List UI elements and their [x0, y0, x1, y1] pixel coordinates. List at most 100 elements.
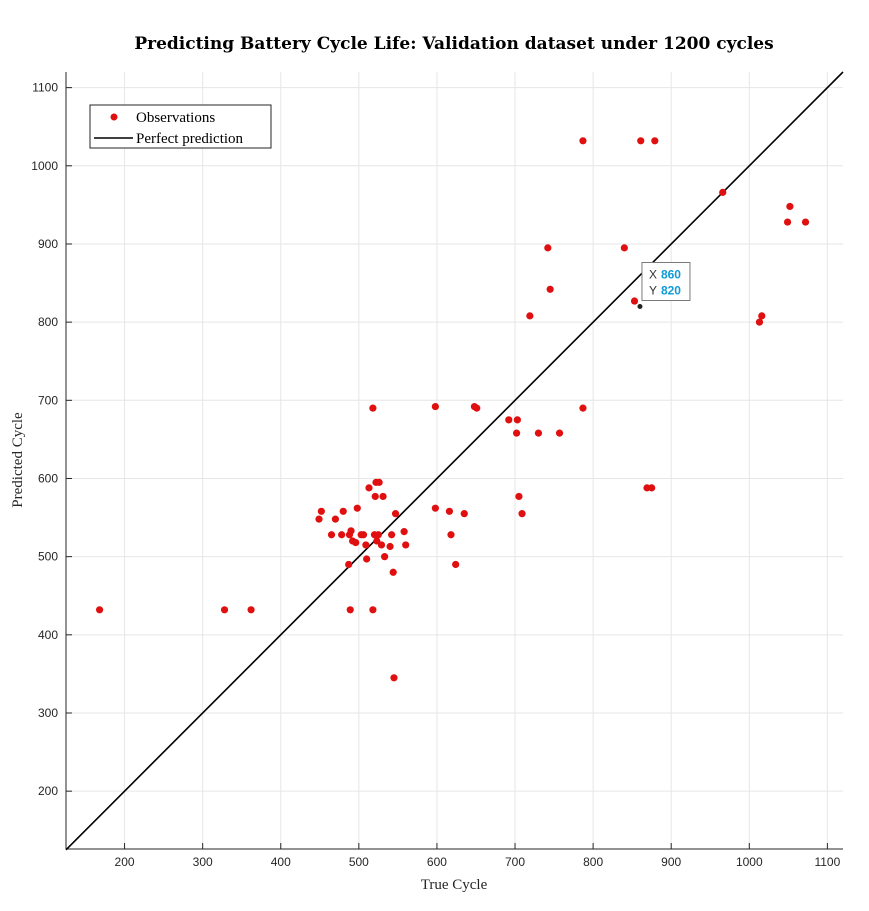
observation-point[interactable]: [460, 510, 468, 518]
observation-point[interactable]: [346, 606, 354, 614]
x-axis-label: True Cycle: [421, 877, 488, 893]
grid: [66, 72, 843, 849]
x-tick-label: 400: [271, 855, 291, 869]
observation-point[interactable]: [513, 416, 521, 424]
y-ticks: 200 300 400 500 600 700 800 900 1000 1100: [31, 81, 72, 798]
x-tick-label: 200: [115, 855, 135, 869]
y-tick-label: 500: [38, 550, 58, 564]
observation-point[interactable]: [369, 404, 377, 412]
observation-point[interactable]: [247, 606, 255, 614]
observation-point[interactable]: [402, 541, 410, 549]
observation-point[interactable]: [381, 553, 389, 561]
observation-point[interactable]: [518, 510, 526, 518]
observation-point[interactable]: [431, 504, 439, 512]
observation-point[interactable]: [375, 478, 383, 486]
observation-point[interactable]: [345, 560, 353, 569]
observation-point[interactable]: [579, 137, 587, 145]
observation-point[interactable]: [220, 606, 229, 614]
observation-point[interactable]: [637, 137, 645, 145]
x-tick-label: 700: [505, 855, 525, 869]
observation-point[interactable]: [786, 202, 794, 211]
observation-point[interactable]: [534, 429, 543, 437]
observation-point[interactable]: [473, 404, 481, 412]
observation-point[interactable]: [579, 404, 587, 412]
observation-point[interactable]: [755, 318, 764, 326]
observation-point[interactable]: [386, 542, 394, 551]
perfect-prediction-line: [65, 71, 844, 851]
observation-point[interactable]: [339, 507, 347, 515]
y-tick-label: 800: [38, 315, 58, 329]
datatip-marker: [637, 304, 643, 310]
observation-point[interactable]: [353, 504, 361, 512]
y-tick-label: 1000: [31, 159, 58, 173]
observations-points: [95, 137, 810, 682]
x-tick-label: 500: [349, 855, 369, 869]
legend-box: [89, 104, 272, 149]
x-tick-label: 1100: [814, 855, 840, 869]
y-axis-label: Predicted Cycle: [10, 412, 26, 508]
observation-point[interactable]: [555, 429, 564, 437]
y-tick-label: 400: [38, 628, 58, 642]
observation-point[interactable]: [389, 568, 397, 576]
observation-point[interactable]: [338, 531, 346, 539]
datatip-y-value: 820: [661, 284, 681, 298]
observation-point[interactable]: [783, 218, 792, 226]
observation-point[interactable]: [758, 312, 766, 320]
legend: Observations Perfect prediction: [89, 104, 272, 149]
y-tick-label: 900: [38, 237, 58, 251]
observation-point[interactable]: [374, 531, 382, 539]
observation-point[interactable]: [515, 492, 523, 501]
observation-point[interactable]: [390, 674, 398, 682]
observation-point[interactable]: [352, 538, 360, 547]
observation-point[interactable]: [445, 507, 454, 515]
chart-title: Predicting Battery Cycle Life: Validatio…: [134, 34, 773, 54]
observation-point[interactable]: [315, 515, 323, 523]
datatip-x-value: 860: [661, 268, 681, 282]
legend-perfect-prediction-label: Perfect prediction: [136, 131, 244, 147]
observation-point[interactable]: [512, 429, 521, 437]
observation-point[interactable]: [388, 531, 396, 539]
observation-point[interactable]: [359, 531, 368, 539]
observation-point[interactable]: [546, 285, 554, 293]
x-tick-label: 900: [661, 855, 681, 869]
observation-point[interactable]: [630, 297, 639, 305]
observation-point[interactable]: [362, 541, 370, 549]
observation-point[interactable]: [505, 416, 513, 424]
observation-point[interactable]: [801, 218, 810, 226]
observation-point[interactable]: [95, 606, 104, 614]
observation-point[interactable]: [526, 312, 534, 320]
observation-point[interactable]: [431, 402, 439, 411]
observation-point[interactable]: [331, 515, 340, 523]
x-tick-label: 800: [583, 855, 603, 869]
observation-point[interactable]: [400, 528, 408, 536]
observation-point[interactable]: [379, 492, 387, 501]
observation-point[interactable]: [371, 492, 379, 501]
observation-point[interactable]: [363, 555, 371, 563]
datatip-box: [641, 262, 691, 302]
axes: [65, 72, 843, 850]
observation-point[interactable]: [317, 507, 325, 515]
datatip[interactable]: X 860 Y 820: [637, 262, 691, 310]
observation-point[interactable]: [447, 531, 455, 539]
observation-point[interactable]: [620, 244, 628, 252]
y-tick-label: 1100: [32, 81, 58, 95]
observation-point[interactable]: [391, 510, 400, 518]
x-tick-label: 600: [427, 855, 447, 869]
legend-observations-label: Observations: [136, 110, 215, 126]
legend-observations-marker: [110, 113, 118, 121]
observation-point[interactable]: [719, 188, 727, 196]
observation-point[interactable]: [648, 484, 656, 492]
y-tick-label: 300: [38, 706, 58, 720]
datatip-y-key: Y: [649, 284, 657, 298]
observation-point[interactable]: [365, 484, 373, 492]
observation-point[interactable]: [327, 531, 336, 539]
y-tick-label: 200: [38, 784, 58, 798]
observation-point[interactable]: [369, 606, 377, 614]
x-tick-label: 1000: [736, 855, 763, 869]
observation-point[interactable]: [651, 137, 659, 145]
observation-point[interactable]: [377, 541, 386, 549]
observation-point[interactable]: [452, 560, 460, 569]
observation-point[interactable]: [544, 244, 552, 252]
observation-point[interactable]: [347, 527, 355, 535]
